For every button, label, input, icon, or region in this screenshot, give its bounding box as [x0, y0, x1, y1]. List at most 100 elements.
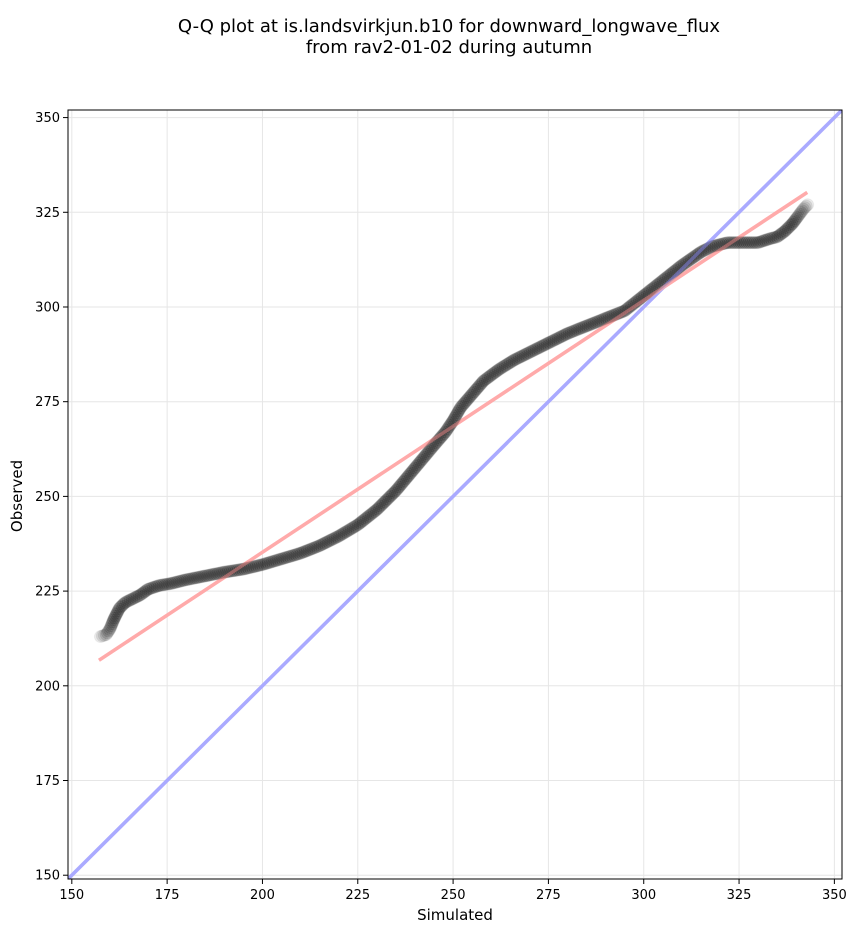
data-point [225, 564, 239, 578]
data-point [418, 448, 432, 462]
data-point [382, 490, 396, 504]
chart-title-line-2: from rav2-01-02 during autumn [306, 37, 592, 58]
data-point [174, 574, 188, 588]
data-point [123, 593, 137, 607]
data-point [300, 544, 314, 558]
data-point [385, 488, 399, 502]
y-tick-label: 275 [35, 395, 60, 410]
y-tick-label: 350 [35, 111, 60, 126]
data-point [698, 243, 712, 257]
data-point [505, 354, 519, 368]
data-point [733, 236, 747, 250]
y-tick-label: 250 [35, 490, 60, 505]
data-point [658, 272, 672, 286]
data-point [480, 372, 494, 386]
data-point [426, 439, 440, 453]
data-point [281, 550, 295, 564]
x-tick-label: 275 [536, 888, 561, 903]
data-point [659, 271, 673, 285]
data-point [298, 544, 312, 558]
data-point [459, 394, 473, 408]
data-point [701, 241, 715, 255]
data-point [306, 541, 320, 555]
data-point [434, 430, 448, 444]
data-point [788, 214, 802, 228]
data-point [604, 309, 618, 323]
data-point [389, 483, 403, 497]
data-point [491, 363, 505, 377]
x-tick-label: 175 [155, 888, 180, 903]
data-point [144, 581, 158, 595]
data-point [348, 520, 362, 534]
data-point [602, 310, 616, 324]
data-point [141, 583, 155, 597]
data-point [99, 628, 113, 642]
data-point [667, 264, 681, 278]
data-point [241, 561, 255, 575]
data-point [727, 236, 741, 250]
x-axis-label: Simulated [417, 906, 493, 924]
data-point [798, 201, 812, 215]
data-point [421, 445, 435, 459]
data-point [269, 554, 283, 568]
data-point [454, 401, 468, 415]
data-point [650, 278, 664, 292]
data-point [361, 510, 375, 524]
data-point [770, 230, 784, 244]
data-point [223, 564, 237, 578]
data-point [162, 577, 176, 591]
data-point [713, 237, 727, 251]
data-point [475, 376, 489, 390]
data-point [166, 576, 180, 590]
data-point [754, 235, 768, 249]
data-point [433, 431, 447, 445]
data-point [523, 345, 537, 359]
data-point [564, 325, 578, 339]
data-point [691, 247, 705, 261]
data-point [503, 355, 517, 369]
data-point [288, 548, 302, 562]
data-point [651, 277, 665, 291]
data-point [437, 427, 451, 441]
data-point [444, 416, 458, 430]
data-point [359, 511, 373, 525]
data-point [203, 568, 217, 582]
data-point [414, 453, 428, 467]
data-point [560, 327, 574, 341]
data-point [413, 455, 427, 469]
data-point [326, 532, 340, 546]
data-point [119, 595, 133, 609]
data-point [796, 202, 810, 216]
data-point [137, 585, 151, 599]
data-point [313, 538, 327, 552]
data-point [364, 507, 378, 521]
data-point [125, 592, 139, 606]
data-point [674, 259, 688, 273]
data-point [388, 485, 402, 499]
data-point [308, 541, 322, 555]
data-point [211, 566, 225, 580]
x-axis: 150 175 200 225 250 275 300 325 350 [59, 879, 847, 903]
data-point [407, 463, 421, 477]
data-point [527, 343, 541, 357]
data-point [577, 320, 591, 334]
data-point [547, 333, 561, 347]
data-point [661, 269, 675, 283]
data-point [429, 436, 443, 450]
data-point [130, 589, 144, 603]
data-point [555, 329, 569, 343]
data-point [375, 498, 389, 512]
y-axis: 150 175 200 225 250 275 300 325 350 [35, 111, 68, 884]
data-point [496, 360, 510, 374]
data-point [143, 582, 157, 596]
data-point [514, 349, 528, 363]
data-point [412, 456, 426, 470]
data-point [344, 522, 358, 536]
data-point [193, 570, 207, 584]
y-tick-label: 300 [35, 300, 60, 315]
data-point [436, 428, 450, 442]
data-point [779, 223, 793, 237]
data-point [583, 317, 597, 331]
data-point [591, 314, 605, 328]
data-point [472, 379, 486, 393]
